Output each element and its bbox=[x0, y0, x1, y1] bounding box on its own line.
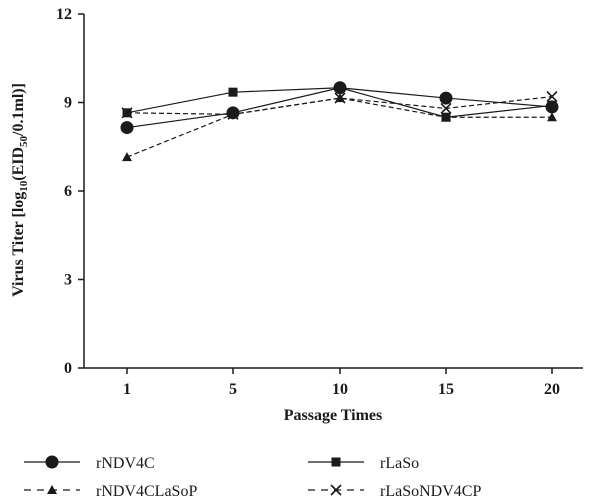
data-point-x bbox=[334, 92, 346, 104]
data-point-circle bbox=[439, 91, 453, 105]
x-tick-label: 10 bbox=[332, 381, 348, 398]
series-rLaSoNDV4CP bbox=[121, 91, 558, 120]
data-point-circle bbox=[120, 121, 134, 135]
x-tick-label: 1 bbox=[123, 381, 131, 398]
data-point-triangle bbox=[122, 152, 132, 162]
series-rNDV4CLaSoP bbox=[122, 93, 557, 162]
data-point-square bbox=[228, 87, 238, 97]
data-point-x bbox=[227, 108, 239, 120]
data-point-x bbox=[546, 91, 558, 103]
legend-item: rLaSoNDV4CP bbox=[308, 483, 481, 498]
legend-label: rLaSo bbox=[380, 455, 419, 472]
legend-marker-triangle bbox=[47, 485, 57, 494]
y-axis-title-sub1: 10 bbox=[18, 180, 30, 192]
y-axis-title-prefix: Virus Titer [log bbox=[10, 192, 27, 297]
legend-marker-circle bbox=[45, 455, 59, 469]
legend-label: rLaSoNDV4CP bbox=[380, 483, 481, 498]
series-layer bbox=[120, 81, 559, 162]
y-axis-title: Virus Titer [log10(EID50/0.1ml)] bbox=[10, 83, 30, 297]
x-tick-label: 15 bbox=[438, 381, 454, 398]
legend-item: rNDV4CLaSoP bbox=[24, 483, 197, 498]
x-axis-title: Passage Times bbox=[284, 407, 383, 424]
series-line bbox=[126, 97, 552, 158]
data-point-x bbox=[440, 102, 452, 114]
y-tick-label: 6 bbox=[64, 183, 72, 200]
legend-item: rNDV4C bbox=[24, 455, 155, 472]
x-tick-label: 20 bbox=[544, 381, 560, 398]
axes bbox=[83, 14, 583, 369]
legend-label: rNDV4C bbox=[96, 455, 155, 472]
series-line bbox=[126, 96, 553, 115]
y-axis-title-sub2: 50 bbox=[18, 135, 30, 147]
legend-label: rNDV4CLaSoP bbox=[96, 483, 197, 498]
y-axis-title-mid: (EID bbox=[10, 147, 27, 181]
legend-marker-x bbox=[330, 484, 342, 496]
legend: rNDV4C rLaSo rNDV4CLaSoP rLaSoNDV4CP bbox=[24, 455, 481, 498]
y-tick-label: 9 bbox=[64, 95, 72, 112]
data-point-square bbox=[335, 83, 345, 93]
x-tick-label: 5 bbox=[229, 381, 237, 398]
y-tick-label: 3 bbox=[64, 272, 72, 289]
series-rLaSo bbox=[122, 83, 557, 122]
data-point-triangle bbox=[547, 112, 557, 122]
y-axis-title-suffix: /0.1ml)] bbox=[10, 83, 27, 137]
data-point-x bbox=[121, 107, 133, 119]
y-tick-label: 0 bbox=[64, 360, 72, 377]
y-tick-label: 12 bbox=[56, 6, 72, 23]
legend-marker-square bbox=[331, 457, 341, 467]
legend-item: rLaSo bbox=[308, 455, 419, 472]
data-point-square bbox=[547, 100, 557, 110]
data-point-triangle bbox=[441, 112, 451, 122]
